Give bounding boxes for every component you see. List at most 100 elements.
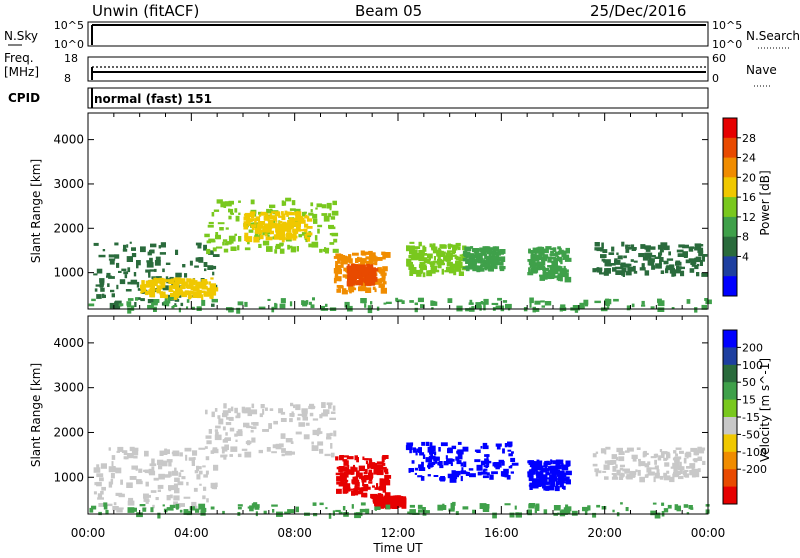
heatmap-cell — [197, 281, 200, 287]
heatmap-cell — [127, 298, 134, 301]
heatmap-cell — [495, 305, 502, 310]
heatmap-cell — [109, 258, 115, 265]
heatmap-cell — [357, 272, 362, 276]
heatmap-cell — [673, 472, 680, 477]
heatmap-cell — [250, 430, 254, 433]
heatmap-cell — [420, 270, 423, 274]
heatmap-cell — [177, 481, 184, 486]
heatmap-cell — [106, 275, 112, 278]
heatmap-cell — [374, 502, 380, 508]
heatmap-cell — [441, 268, 444, 275]
heatmap-cell — [382, 254, 386, 260]
heatmap-cell — [191, 460, 195, 466]
heatmap-cell — [176, 285, 183, 289]
heatmap-cell — [684, 452, 692, 458]
heatmap-cell — [417, 297, 424, 303]
heatmap-cell — [278, 220, 283, 224]
heatmap-cell — [423, 258, 431, 264]
heatmap-cell — [170, 278, 174, 282]
heatmap-cell — [262, 240, 270, 246]
heatmap-cell — [283, 201, 287, 206]
heatmap-cell — [204, 268, 207, 272]
heatmap-cell — [632, 456, 637, 462]
heatmap-cell — [460, 462, 463, 467]
heatmap-cell — [379, 482, 386, 487]
heatmap-cell — [391, 503, 399, 509]
heatmap-cell — [422, 510, 427, 516]
heatmap-cell — [675, 261, 682, 266]
x-tick-label: 00:00 — [691, 526, 726, 540]
heatmap-cell — [275, 212, 281, 217]
heatmap-cell — [356, 457, 359, 463]
heatmap-cell — [319, 248, 323, 253]
heatmap-cell — [528, 250, 532, 254]
colorbar-swatch — [723, 451, 737, 470]
heatmap-cell — [384, 479, 391, 486]
heatmap-cell — [407, 511, 412, 514]
heatmap-cell — [379, 278, 386, 281]
heatmap-cell — [352, 252, 359, 256]
heatmap-cell — [425, 441, 430, 446]
heatmap-cell — [153, 299, 160, 303]
heatmap-cell — [631, 248, 637, 251]
heatmap-cell — [136, 512, 143, 518]
heatmap-cell — [647, 260, 655, 266]
heatmap-cell — [298, 234, 303, 238]
y-tick-label: 3000 — [53, 381, 84, 395]
heatmap-cell — [203, 486, 207, 491]
heatmap-cell — [387, 497, 391, 502]
heatmap-cell — [660, 451, 665, 456]
heatmap-cell — [409, 270, 414, 276]
heatmap-cell — [279, 243, 284, 247]
heatmap-cell — [500, 256, 506, 262]
heatmap-cell — [130, 305, 135, 311]
heatmap-cell — [660, 242, 668, 247]
heatmap-cell — [626, 447, 634, 452]
heatmap-cell — [360, 298, 367, 304]
heatmap-cell — [284, 511, 291, 515]
heatmap-cell — [293, 223, 296, 227]
heatmap-cell — [228, 215, 232, 220]
heatmap-cell — [274, 302, 277, 309]
heatmap-cell — [440, 442, 448, 447]
heatmap-cell — [243, 217, 251, 221]
heatmap-cell — [657, 458, 662, 461]
heatmap-cell — [346, 456, 354, 460]
heatmap-cell — [113, 502, 117, 506]
heatmap-cell — [432, 247, 438, 254]
heatmap-cell — [381, 283, 385, 287]
colorbar-swatch — [723, 157, 737, 178]
heatmap-cell — [326, 202, 332, 209]
heatmap-cell — [455, 456, 460, 461]
heatmap-cell — [206, 440, 212, 445]
heatmap-cell — [459, 254, 464, 257]
heatmap-cell — [309, 412, 314, 417]
heatmap-cell — [461, 467, 464, 473]
heatmap-cell — [343, 472, 349, 478]
heatmap-cell — [205, 470, 209, 475]
heatmap-cell — [326, 433, 331, 438]
heatmap-cell — [621, 241, 625, 247]
heatmap-cell — [550, 460, 556, 463]
heatmap-cell — [244, 301, 248, 307]
heatmap-cell — [207, 224, 214, 228]
heatmap-cell — [699, 260, 703, 266]
heatmap-cell — [645, 246, 651, 252]
heatmap-cell — [550, 273, 554, 279]
power-ylabel: Slant Range [km] — [29, 159, 43, 263]
heatmap-cell — [611, 454, 617, 460]
heatmap-cell — [162, 285, 169, 291]
heatmap-cell — [640, 244, 646, 249]
heatmap-cell — [555, 253, 559, 257]
heatmap-cell — [458, 258, 465, 261]
heatmap-cell — [485, 260, 492, 264]
heatmap-cell — [550, 481, 556, 487]
heatmap-cell — [158, 465, 163, 470]
heatmap-cell — [266, 224, 272, 231]
heatmap-cell — [429, 445, 436, 452]
heatmap-cell — [641, 300, 645, 305]
heatmap-cell — [210, 277, 214, 280]
heatmap-cell — [676, 249, 684, 253]
heatmap-cell — [479, 265, 483, 271]
heatmap-cell — [137, 288, 141, 291]
